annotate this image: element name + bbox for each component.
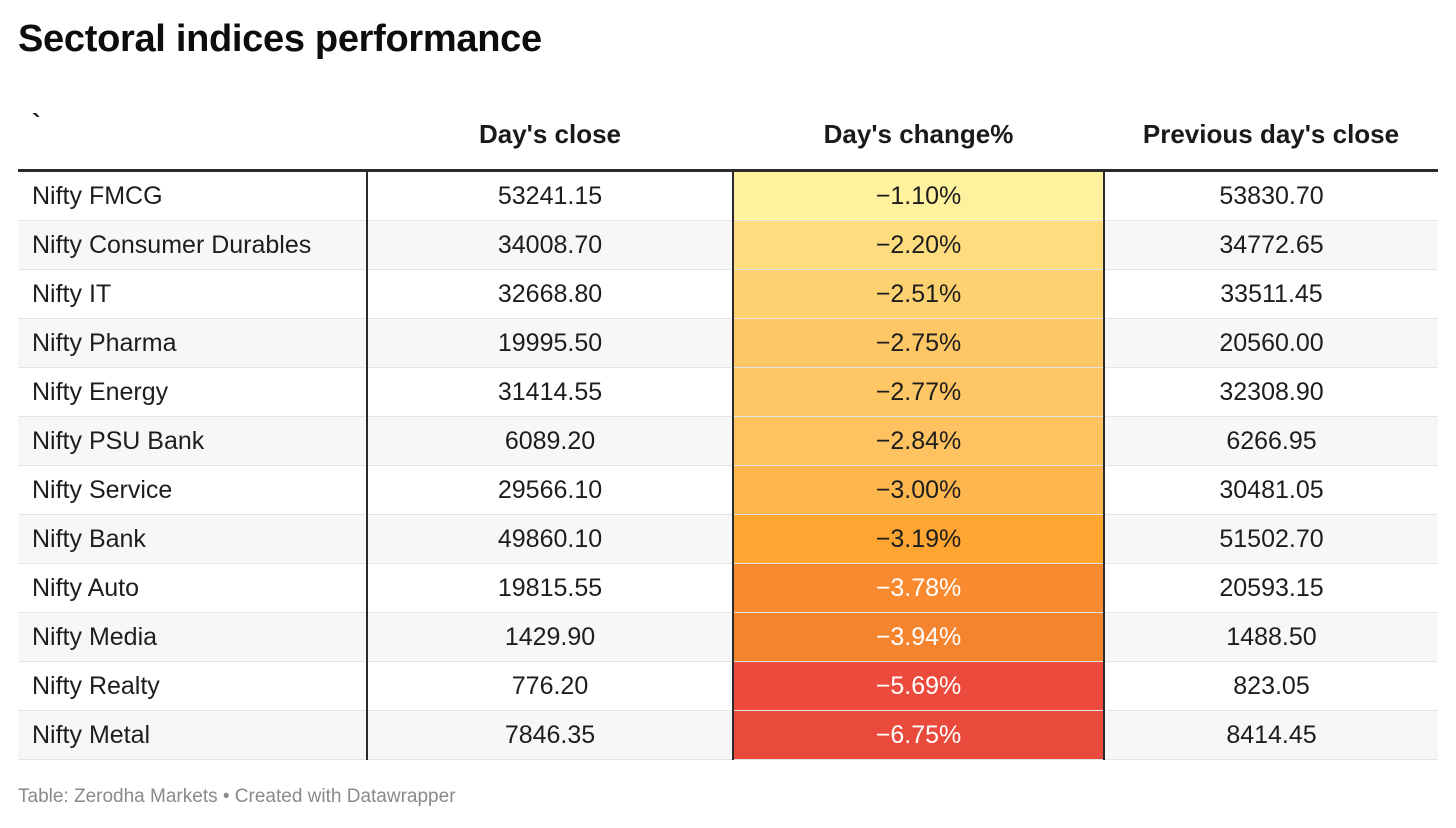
sector-name-cell: Nifty Auto	[18, 563, 368, 613]
days-close-cell: 19815.55	[367, 563, 734, 613]
sector-name-cell: Nifty FMCG	[18, 170, 368, 221]
days-change-cell: −2.75%	[733, 318, 1105, 368]
days-change-cell: −2.51%	[733, 269, 1105, 319]
sector-name-cell: Nifty IT	[18, 269, 368, 319]
days-close-cell: 7846.35	[367, 710, 734, 760]
days-close-cell: 776.20	[367, 661, 734, 711]
days-change-cell: −3.94%	[733, 612, 1105, 662]
previous-close-cell: 8414.45	[1104, 710, 1438, 760]
sector-name-cell: Nifty Pharma	[18, 318, 368, 368]
days-change-cell: −5.69%	[733, 661, 1105, 711]
days-close-cell: 53241.15	[367, 170, 734, 221]
sector-table: ` Day's close Day's change% Previous day…	[18, 100, 1438, 760]
table-row: Nifty PSU Bank 6089.20 −2.84% 6266.95	[18, 416, 1438, 466]
table-row: Nifty Pharma 19995.50 −2.75% 20560.00	[18, 318, 1438, 368]
table-row: Nifty Energy 31414.55 −2.77% 32308.90	[18, 367, 1438, 417]
days-close-cell: 6089.20	[367, 416, 734, 466]
days-close-cell: 49860.10	[367, 514, 734, 564]
previous-close-cell: 1488.50	[1104, 612, 1438, 662]
days-change-cell: −2.77%	[733, 367, 1105, 417]
table-row: Nifty Realty 776.20 −5.69% 823.05	[18, 661, 1438, 711]
sector-name-cell: Nifty Media	[18, 612, 368, 662]
table-row: Nifty Consumer Durables 34008.70 −2.20% 347…	[18, 220, 1438, 270]
days-change-cell: −2.84%	[733, 416, 1105, 466]
table-header-row: ` Day's close Day's change% Previous day…	[18, 100, 1438, 172]
table-row: Nifty IT 32668.80 −2.51% 33511.45	[18, 269, 1438, 319]
previous-close-cell: 20560.00	[1104, 318, 1438, 368]
sector-name-cell: Nifty Bank	[18, 514, 368, 564]
previous-close-cell: 51502.70	[1104, 514, 1438, 564]
previous-close-cell: 30481.05	[1104, 465, 1438, 515]
source-footer: Table: Zerodha Markets • Created with Da…	[18, 786, 456, 807]
data-table-container: ` Day's close Day's change% Previous day…	[18, 100, 1438, 760]
days-close-cell: 32668.80	[367, 269, 734, 319]
column-header-previous-close[interactable]: Previous day's close	[1104, 100, 1438, 172]
days-close-cell: 29566.10	[367, 465, 734, 515]
days-close-cell: 19995.50	[367, 318, 734, 368]
table-row: Nifty Bank 49860.10 −3.19% 51502.70	[18, 514, 1438, 564]
days-change-cell: −3.00%	[733, 465, 1105, 515]
table-row: Nifty FMCG 53241.15 −1.10% 53830.70	[18, 170, 1438, 221]
days-change-cell: −6.75%	[733, 710, 1105, 760]
previous-close-cell: 823.05	[1104, 661, 1438, 711]
column-header-days-close[interactable]: Day's close	[367, 100, 733, 172]
previous-close-cell: 32308.90	[1104, 367, 1438, 417]
days-close-cell: 31414.55	[367, 367, 734, 417]
days-change-cell: −3.19%	[733, 514, 1105, 564]
days-close-cell: 34008.70	[367, 220, 734, 270]
sector-name-cell: Nifty Service	[18, 465, 368, 515]
table-row: Nifty Metal 7846.35 −6.75% 8414.45	[18, 710, 1438, 760]
sector-name-cell: Nifty Metal	[18, 710, 368, 760]
table-row: Nifty Auto 19815.55 −3.78% 20593.15	[18, 563, 1438, 613]
table-row: Nifty Media 1429.90 −3.94% 1488.50	[18, 612, 1438, 662]
table-body: Nifty FMCG 53241.15 −1.10% 53830.70 Nifty Co…	[18, 170, 1438, 760]
previous-close-cell: 6266.95	[1104, 416, 1438, 466]
previous-close-cell: 34772.65	[1104, 220, 1438, 270]
sector-name-cell: Nifty Realty	[18, 661, 368, 711]
column-header-name[interactable]: `	[18, 100, 367, 172]
previous-close-cell: 33511.45	[1104, 269, 1438, 319]
column-header-days-change[interactable]: Day's change%	[733, 100, 1104, 172]
table-row: Nifty Service 29566.10 −3.00% 30481.05	[18, 465, 1438, 515]
sector-name-cell: Nifty PSU Bank	[18, 416, 368, 466]
previous-close-cell: 20593.15	[1104, 563, 1438, 613]
sector-name-cell: Nifty Energy	[18, 367, 368, 417]
previous-close-cell: 53830.70	[1104, 170, 1438, 221]
days-change-cell: −3.78%	[733, 563, 1105, 613]
days-change-cell: −2.20%	[733, 220, 1105, 270]
chart-title: Sectoral indices performance	[18, 18, 542, 60]
sector-name-cell: Nifty Consumer Durables	[18, 220, 368, 270]
days-close-cell: 1429.90	[367, 612, 734, 662]
days-change-cell: −1.10%	[733, 170, 1105, 221]
